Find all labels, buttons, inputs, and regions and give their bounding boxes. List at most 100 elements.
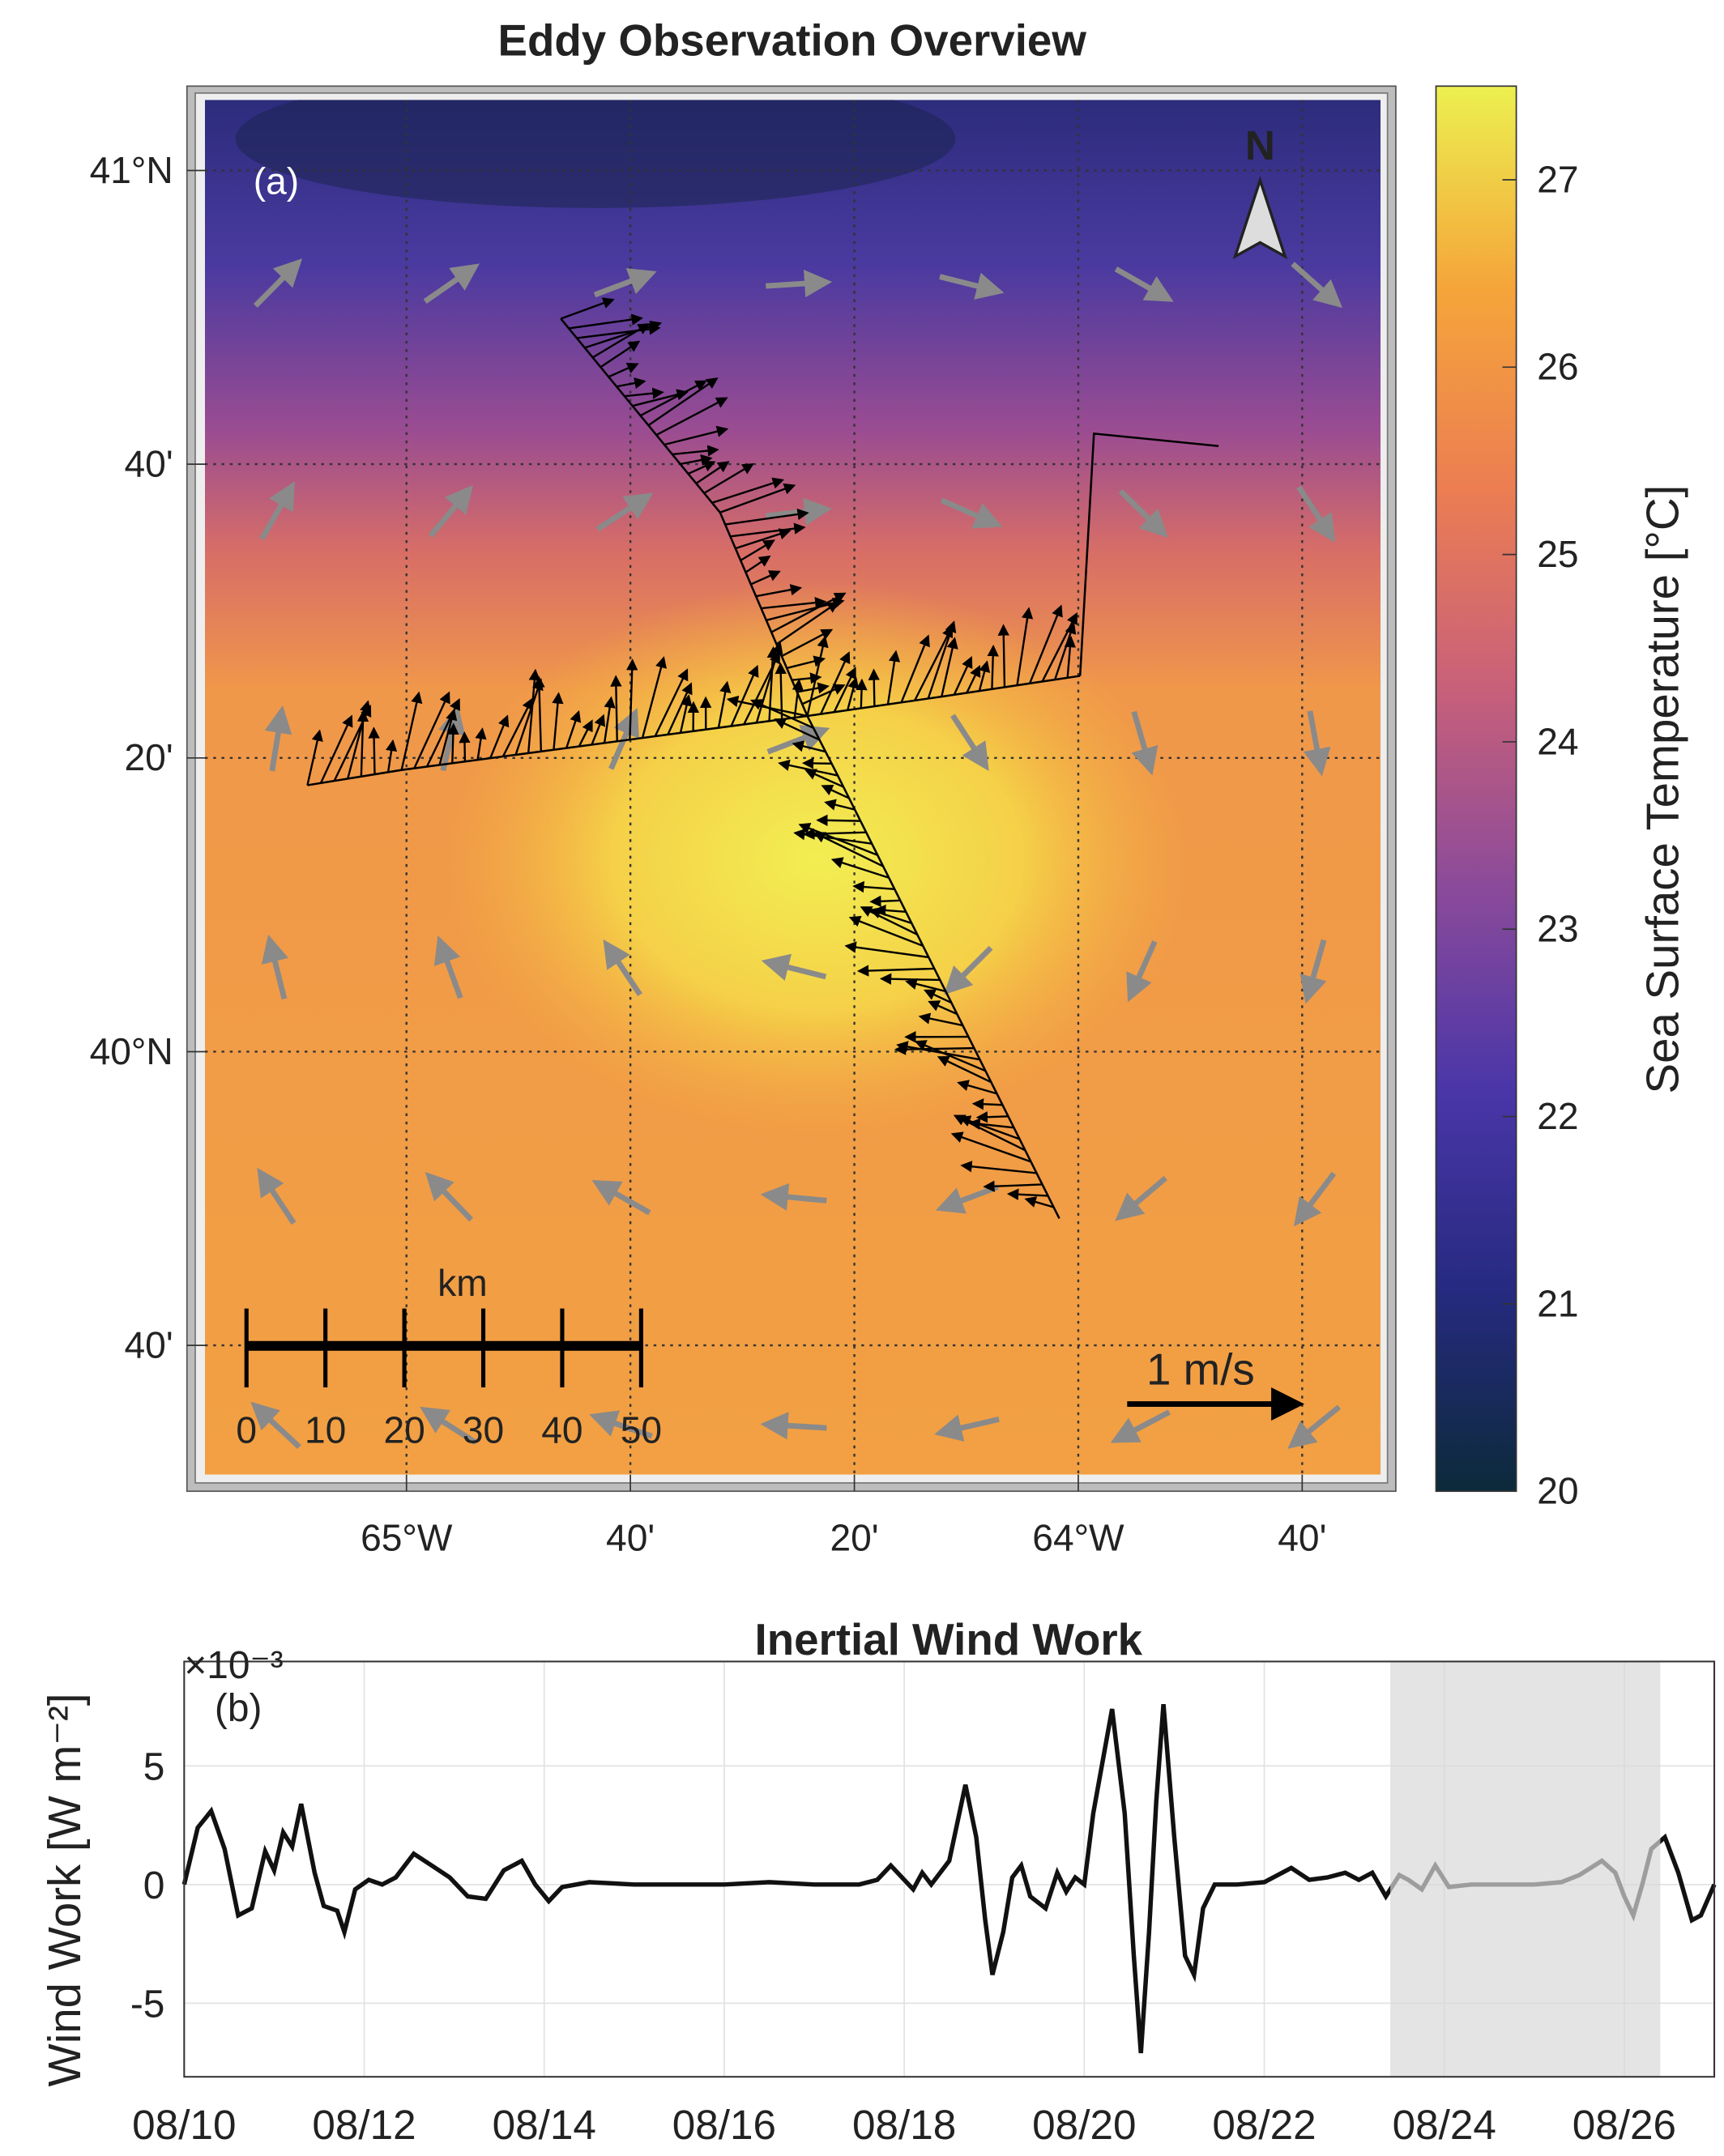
vector-arrow — [939, 272, 1005, 300]
track-vector — [600, 340, 641, 369]
x-tick-label: 08/18 — [852, 2102, 956, 2148]
track-vector — [1016, 607, 1034, 686]
track-vector — [679, 694, 693, 734]
scale-label: 30 — [463, 1408, 504, 1451]
track-vector — [774, 718, 821, 741]
x-tick-label: 08/24 — [1393, 2102, 1496, 2148]
track-vector — [868, 668, 880, 707]
track-vector — [781, 628, 834, 658]
track-vector — [801, 684, 846, 705]
track-vector — [914, 1040, 986, 1072]
track-vector — [941, 637, 958, 697]
north-arrow — [1232, 176, 1288, 260]
track-vector — [717, 680, 732, 728]
track-vector — [847, 676, 860, 711]
vector-arrow — [1114, 266, 1174, 302]
vector-arrow — [428, 484, 474, 538]
track-vector — [801, 757, 832, 769]
track-vector — [459, 731, 471, 762]
track-vector — [750, 699, 814, 729]
track-vector — [804, 769, 844, 788]
x-tick-label: 08/26 — [1573, 2102, 1676, 2148]
y-tick-label: 20' — [125, 736, 173, 778]
track-vector — [624, 387, 664, 399]
track-vector — [654, 668, 689, 737]
track-vector — [568, 313, 643, 330]
x-tick-label: 40' — [1278, 1517, 1326, 1559]
scale-label: 20 — [383, 1408, 425, 1451]
colorbar-tick-label: 25 — [1537, 533, 1578, 575]
track-vector — [997, 624, 1009, 688]
track-vector — [641, 656, 667, 739]
track-vector — [655, 397, 728, 437]
track-vector — [953, 655, 973, 696]
vector-arrow — [766, 270, 833, 298]
vector-arrow — [940, 497, 1003, 529]
track-vector — [740, 539, 775, 561]
track-vector — [632, 389, 689, 407]
track-vector — [852, 880, 895, 893]
plot-frame — [183, 1660, 1716, 2078]
chart-title: Inertial Wind Work — [755, 1614, 1143, 1664]
x-tick-label: 40' — [606, 1517, 655, 1559]
track-vector — [565, 709, 582, 748]
colorbar — [1435, 85, 1517, 1493]
track-vector — [447, 722, 459, 764]
vector-arrow — [760, 1412, 827, 1440]
cold-patch — [235, 100, 956, 208]
track-vector — [672, 445, 719, 457]
track-vector — [886, 650, 901, 705]
shaded-range — [1390, 1661, 1661, 2077]
x-tick-label: 08/12 — [312, 2102, 416, 2148]
track-vector — [987, 644, 999, 689]
track-vector — [730, 664, 759, 727]
vector-arrow — [603, 939, 642, 997]
velocity-scale-label: 1 m/s — [1146, 1344, 1255, 1395]
track-vector — [844, 941, 929, 959]
vector-arrow — [1110, 1409, 1171, 1443]
track-vector — [616, 377, 646, 390]
track-vector — [830, 857, 890, 879]
track-vector — [918, 1012, 963, 1027]
vector-arrow — [1118, 489, 1168, 538]
vector-arrow — [944, 945, 993, 995]
track-vector — [306, 729, 323, 786]
vector-arrow — [934, 1414, 1000, 1442]
colorbar-tick-label: 26 — [1537, 346, 1578, 388]
x-tick-label: 08/14 — [493, 2102, 596, 2148]
track-vector — [958, 1115, 1020, 1140]
vector-arrow — [950, 714, 989, 772]
track-vector — [953, 1114, 1026, 1152]
track-vector — [719, 483, 796, 513]
track-vector — [957, 1080, 997, 1095]
track-vector — [703, 463, 754, 494]
vector-arrow — [261, 934, 288, 1000]
track-vector — [770, 592, 847, 633]
vector-arrow — [1293, 1171, 1337, 1227]
track-vector — [879, 973, 941, 985]
track-vector — [798, 823, 878, 856]
track-vector — [385, 739, 398, 773]
x-tick-label: 64°W — [1032, 1517, 1124, 1559]
track-vector — [680, 454, 713, 467]
track-vector — [975, 1111, 1009, 1123]
track-vector — [413, 691, 450, 769]
x-tick-label: 08/22 — [1212, 2102, 1316, 2148]
track-vector — [514, 678, 544, 756]
ship-track — [1078, 432, 1219, 676]
vector-arrow — [423, 263, 480, 305]
vector-arrow — [1126, 940, 1158, 1003]
track-vector — [560, 297, 615, 320]
scale-label: 10 — [305, 1408, 346, 1451]
panel-label: (b) — [215, 1687, 262, 1730]
track-vector — [489, 714, 510, 759]
vector-arrow — [589, 1410, 653, 1439]
colorbar-tick-label: 23 — [1537, 908, 1578, 950]
track-vector — [856, 678, 868, 709]
track-vector — [552, 692, 564, 750]
y-tick-label: 40' — [125, 1323, 173, 1366]
track-vector — [761, 597, 827, 610]
track-vector — [960, 1161, 1037, 1174]
